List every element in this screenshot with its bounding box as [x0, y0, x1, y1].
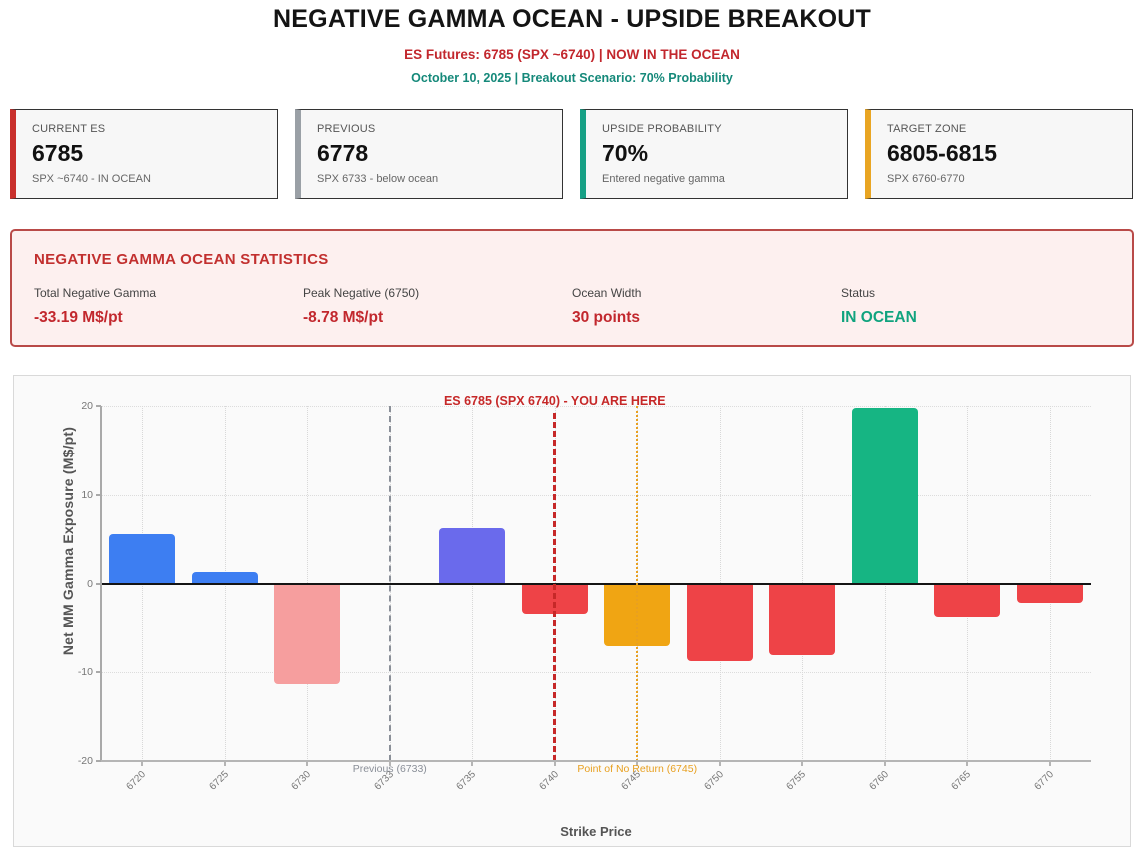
stat-value-3: IN OCEAN: [841, 309, 917, 326]
subtitle-es-futures: ES Futures: 6785 (SPX ~6740) | NOW IN TH…: [404, 47, 740, 62]
stat-label: Status: [841, 286, 876, 300]
card-subtext: SPX 6733 - below ocean: [317, 173, 439, 185]
stat-label: Peak Negative (6750): [303, 286, 420, 300]
x-axis-line: [101, 760, 1091, 762]
statistics-grid: Total Negative Gamma -33.19 M$/pt Peak N…: [34, 286, 1110, 327]
y-tick-label: 0: [87, 577, 93, 590]
stat-label: Ocean Width: [572, 286, 642, 300]
bar-6765: [934, 583, 1001, 618]
card-value: 6805-6815: [887, 140, 997, 166]
x-tick: [471, 761, 474, 766]
card-value: 6785: [32, 140, 84, 166]
zero-line: [101, 582, 1091, 585]
y-tick: [96, 582, 101, 585]
bar-6730: [274, 583, 341, 684]
x-tick: [223, 761, 226, 766]
summary-card-1: PREVIOUS 6778 SPX 6733 - below ocean: [295, 109, 563, 199]
summary-card-3: TARGET ZONE 6805-6815 SPX 6760-6770: [865, 109, 1133, 199]
gridline-h: [101, 494, 1091, 496]
gridline-h: [101, 406, 1091, 407]
x-tick: [966, 761, 969, 766]
refline-label-6745: Point of No Return (6745): [577, 763, 698, 775]
x-tick: [141, 761, 144, 766]
x-tick: [883, 761, 886, 766]
summary-cards-row: CURRENT ES 6785 SPX ~6740 - IN OCEAN PRE…: [10, 109, 1133, 199]
gamma-chart: Net MM Gamma Exposure (M$/pt) Strike Pri…: [13, 375, 1131, 847]
stat-value-0: -33.19 M$/pt: [34, 309, 123, 326]
y-tick: [96, 671, 101, 674]
x-tick: [306, 761, 309, 766]
card-subtext: SPX 6760-6770: [887, 173, 965, 185]
card-label: CURRENT ES: [32, 123, 106, 135]
x-tick: [553, 761, 556, 766]
card-label: TARGET ZONE: [887, 123, 967, 135]
gridline-h: [101, 672, 1091, 674]
card-value: 6778: [317, 140, 369, 166]
summary-card-2: UPSIDE PROBABILITY 70% Entered negative …: [580, 109, 848, 199]
refline-6733: [388, 406, 391, 761]
y-tick: [96, 493, 101, 496]
y-axis-line: [100, 406, 102, 761]
chart-x-axis-title: Strike Price: [560, 824, 632, 839]
stat-label: Total Negative Gamma: [34, 286, 157, 300]
chart-annotation-you-are-here: ES 6785 (SPX 6740) - YOU ARE HERE: [443, 394, 666, 408]
stat-status: Status IN OCEAN: [841, 286, 1110, 327]
card-subtext: Entered negative gamma: [602, 173, 725, 185]
y-tick: [96, 760, 101, 762]
stat-total-negative-gamma: Total Negative Gamma -33.19 M$/pt: [34, 286, 303, 327]
summary-card-0: CURRENT ES 6785 SPX ~6740 - IN OCEAN: [10, 109, 278, 199]
refline-label-6733: Previous (6733): [352, 763, 427, 775]
stat-peak-negative: Peak Negative (6750) -8.78 M$/pt: [303, 286, 572, 327]
bar-6755: [769, 583, 836, 655]
x-tick: [718, 761, 721, 766]
y-tick: [96, 405, 101, 407]
bar-6750: [686, 583, 753, 662]
y-tick-label: 20: [81, 400, 93, 412]
x-tick: [801, 761, 804, 766]
bar-6760: [851, 407, 918, 584]
bar-6770: [1016, 583, 1083, 604]
y-tick-label: 10: [81, 488, 93, 501]
refline-6740: [553, 413, 557, 761]
subtitle-date-scenario: October 10, 2025 | Breakout Scenario: 70…: [411, 71, 733, 85]
card-value: 70%: [602, 140, 649, 166]
chart-y-axis-title: Net MM Gamma Exposure (M$/pt): [60, 426, 76, 656]
statistics-title: NEGATIVE GAMMA OCEAN STATISTICS: [34, 251, 329, 268]
refline-6745: [636, 406, 639, 761]
card-label: UPSIDE PROBABILITY: [602, 123, 722, 135]
page-title: NEGATIVE GAMMA OCEAN - UPSIDE BREAKOUT: [273, 5, 871, 33]
bar-6725: [191, 571, 258, 584]
x-tick: [636, 761, 639, 766]
bar-6735: [439, 528, 506, 584]
card-label: PREVIOUS: [317, 123, 376, 135]
stat-value-1: -8.78 M$/pt: [303, 309, 384, 326]
x-tick: [1048, 761, 1051, 766]
y-tick-label: -20: [77, 755, 93, 767]
y-tick-label: -10: [77, 666, 93, 679]
stat-ocean-width: Ocean Width 30 points: [572, 286, 841, 327]
card-subtext: SPX ~6740 - IN OCEAN: [32, 173, 151, 185]
stat-value-2: 30 points: [572, 309, 641, 326]
x-tick: [388, 761, 391, 766]
bar-6720: [109, 533, 176, 584]
page-header: NEGATIVE GAMMA OCEAN - UPSIDE BREAKOUT E…: [0, 0, 1144, 85]
ocean-statistics-panel: NEGATIVE GAMMA OCEAN STATISTICS Total Ne…: [10, 229, 1134, 347]
